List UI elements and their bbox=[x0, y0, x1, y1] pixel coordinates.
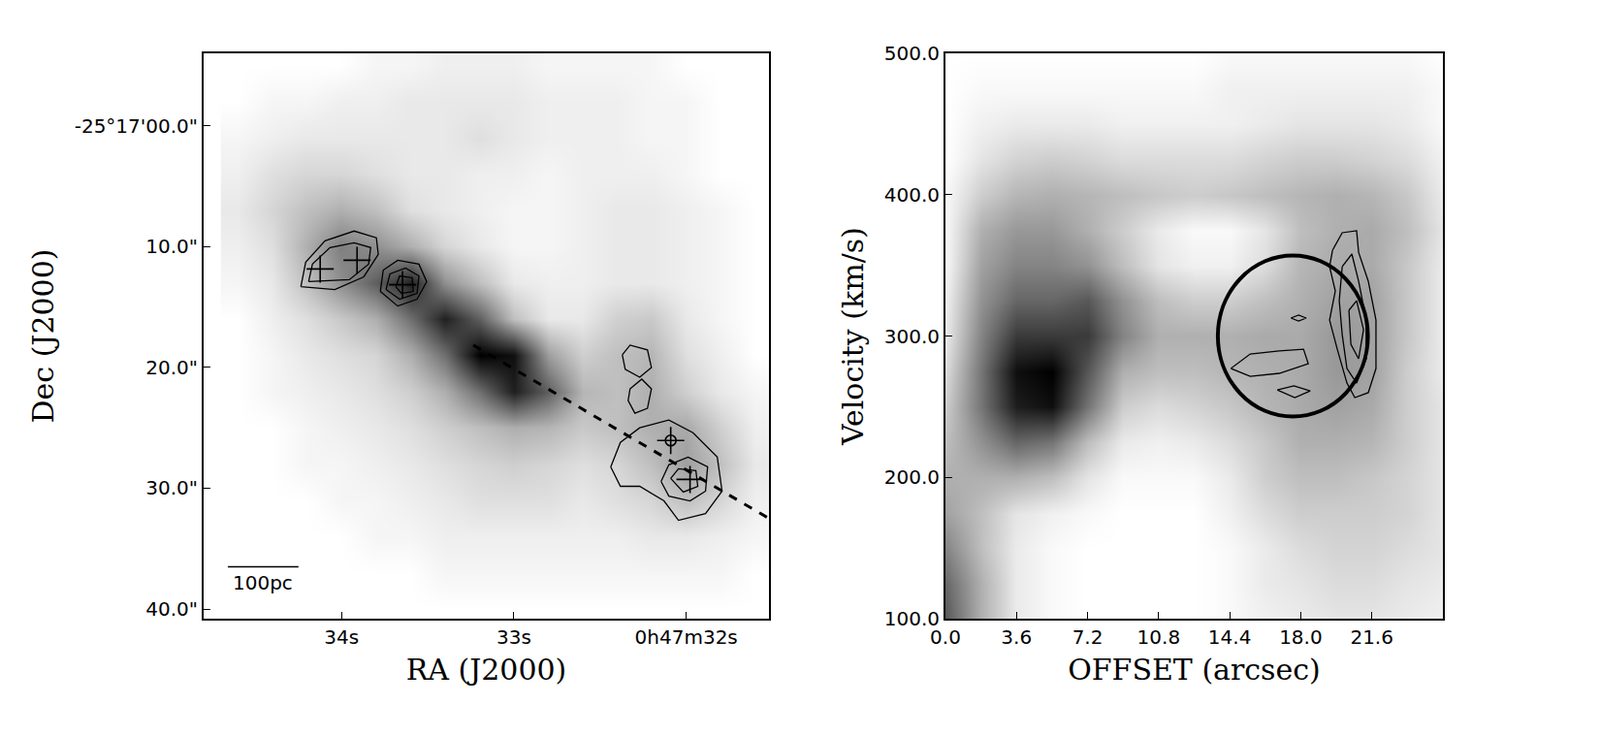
svg-text:Dec (J2000): Dec (J2000) bbox=[26, 249, 61, 424]
svg-text:100pc: 100pc bbox=[232, 571, 293, 595]
svg-text:40.0": 40.0" bbox=[145, 597, 198, 621]
svg-text:18.0: 18.0 bbox=[1279, 625, 1323, 649]
svg-text:Velocity (km/s): Velocity (km/s) bbox=[835, 226, 870, 447]
svg-text:400.0: 400.0 bbox=[884, 183, 940, 207]
svg-text:300.0: 300.0 bbox=[884, 324, 940, 349]
svg-text:21.6: 21.6 bbox=[1349, 625, 1394, 649]
svg-text:RA (J2000): RA (J2000) bbox=[406, 652, 568, 687]
svg-text:34s: 34s bbox=[323, 625, 359, 649]
svg-text:7.2: 7.2 bbox=[1072, 625, 1104, 649]
svg-text:14.4: 14.4 bbox=[1208, 625, 1252, 649]
svg-text:33s: 33s bbox=[496, 625, 532, 649]
svg-text:200.0: 200.0 bbox=[884, 465, 940, 489]
svg-text:0h47m32s: 0h47m32s bbox=[635, 625, 738, 649]
svg-text:30.0": 30.0" bbox=[145, 476, 198, 500]
svg-text:10.8: 10.8 bbox=[1137, 625, 1182, 649]
svg-text:-25°17'00.0": -25°17'00.0" bbox=[74, 114, 198, 138]
svg-text:20.0": 20.0" bbox=[145, 355, 198, 380]
svg-text:100.0: 100.0 bbox=[884, 607, 940, 631]
svg-text:OFFSET (arcsec): OFFSET (arcsec) bbox=[1067, 652, 1321, 687]
svg-text:0.0: 0.0 bbox=[929, 625, 961, 649]
svg-text:10.0": 10.0" bbox=[145, 234, 198, 258]
svg-text:3.6: 3.6 bbox=[1000, 625, 1032, 649]
svg-text:500.0: 500.0 bbox=[884, 41, 940, 65]
